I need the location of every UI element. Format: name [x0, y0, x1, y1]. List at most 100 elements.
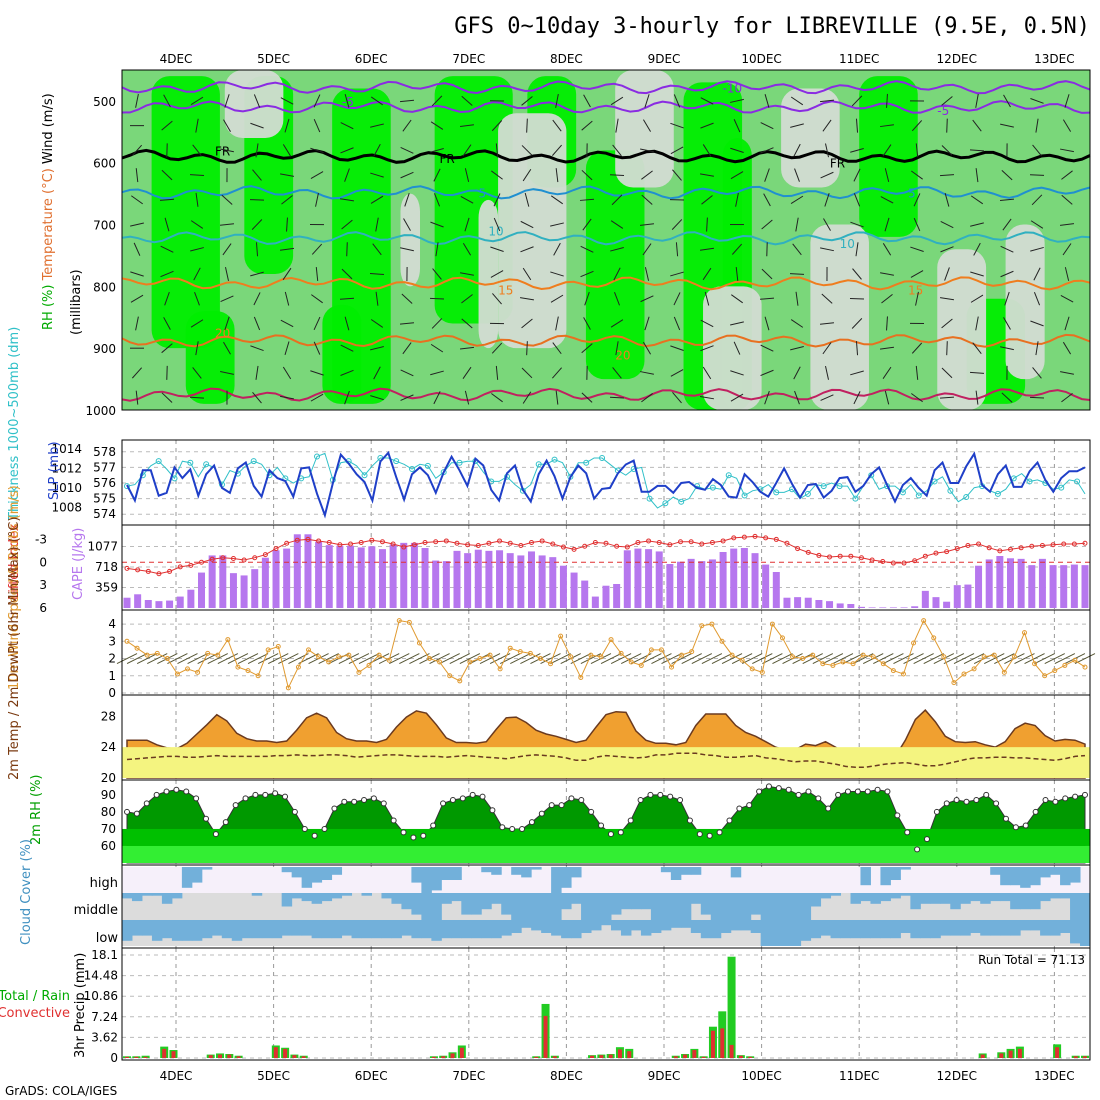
li-point [262, 552, 268, 558]
cloud-bar [421, 920, 432, 939]
wind-barb [310, 147, 324, 154]
cloud-bar [571, 893, 582, 904]
cloud-bar [890, 920, 901, 939]
cloud-bar [511, 893, 522, 920]
cloud-bar [161, 920, 173, 939]
wind-barb [1054, 653, 1076, 664]
wind-tick: 3 [108, 634, 116, 648]
wind-point [759, 669, 765, 675]
rh-point [449, 797, 456, 804]
cape-bar [857, 606, 865, 608]
wind-point [285, 685, 291, 691]
wind-barb [223, 119, 231, 132]
rh-point [282, 793, 289, 800]
wind-barb [939, 396, 955, 399]
cloud-bar [1010, 867, 1021, 886]
thickness-point [963, 494, 970, 501]
precip-conv-bar [301, 1056, 306, 1058]
wind-barb [1059, 223, 1075, 226]
pressure-tick: 800 [93, 280, 116, 294]
wind-barb [116, 653, 138, 664]
cloud-bar [770, 893, 782, 920]
cloud-bar [880, 867, 891, 886]
wind-barb [430, 221, 444, 228]
wind-barb [721, 653, 743, 664]
wind-barb [614, 292, 620, 306]
cloud-bar [401, 920, 412, 936]
isotherm-contour [121, 333, 1091, 348]
cloud-bar [1040, 867, 1051, 878]
thickness-point [678, 498, 685, 505]
wind-barb [284, 118, 290, 133]
cloud-bar [760, 893, 772, 920]
wind-barb [970, 222, 984, 227]
thickness-point [915, 492, 922, 499]
wind-barb [651, 653, 672, 664]
wind-barb [764, 390, 770, 405]
cloud-bar [670, 867, 682, 880]
temp-tick: 20 [101, 771, 116, 785]
ylabel-part: RH (%) [41, 280, 56, 330]
wind-barb [253, 316, 261, 331]
wind-barb [344, 94, 350, 108]
wind-barb [520, 297, 534, 301]
wind-barb [733, 119, 741, 133]
cape-bar [879, 607, 887, 608]
wind-barb [189, 396, 205, 399]
wind-barb [369, 273, 385, 275]
rh-dry-patch [781, 88, 840, 188]
contour-label: 20 [215, 327, 230, 341]
precip-tick: 0 [110, 1051, 118, 1065]
wind-barb [133, 242, 141, 256]
wind-barb [1000, 245, 1014, 253]
cloud-bar [281, 893, 293, 907]
cloud-bar [1020, 893, 1031, 910]
cloud-bar [660, 920, 672, 931]
li-point [1050, 542, 1056, 548]
cape-bar [378, 549, 386, 608]
rh-moist-patch [151, 76, 220, 349]
li-point [230, 555, 236, 561]
cloud-bar [650, 893, 662, 920]
rh-point [953, 797, 960, 804]
wind-barb [610, 220, 624, 229]
wind-barb [730, 321, 744, 326]
li-point [773, 536, 779, 542]
wind-barb [691, 653, 713, 664]
wind-barb [177, 653, 198, 664]
cape-bar [421, 548, 429, 608]
wind-barb [279, 247, 295, 251]
cloud-bar [730, 893, 742, 920]
wind-barb [429, 297, 445, 300]
wind-barb [521, 96, 533, 106]
rh-point [647, 791, 654, 798]
wind-barb [130, 222, 144, 227]
wind-barb [552, 144, 562, 156]
wind-point [820, 661, 826, 667]
cloud-bar [890, 867, 901, 880]
cape-bar [144, 600, 152, 608]
cloud-bar [231, 920, 243, 941]
cape-bar [325, 545, 333, 608]
cape-bar [889, 607, 897, 608]
precip-conv-bar [171, 1051, 176, 1058]
thickness-point [725, 472, 732, 479]
li-point [475, 543, 481, 549]
precip-conv-bar [599, 1055, 604, 1058]
wind-barb [972, 119, 982, 132]
wind-barb [913, 193, 921, 207]
cape-bar [1017, 558, 1025, 608]
li-point [443, 538, 449, 544]
wind-barb [135, 316, 139, 331]
rh-dry-patch [703, 286, 762, 410]
cloud-bar [601, 893, 612, 920]
wind-barb [975, 390, 979, 405]
pressure-tick: 1000 [85, 404, 116, 418]
cape-bar [229, 573, 237, 608]
wind-barb [793, 143, 801, 157]
cloud-bar [850, 893, 861, 904]
wind-barb [147, 653, 168, 664]
cloud-level-label: middle [74, 903, 118, 918]
rh-point [993, 800, 1000, 807]
